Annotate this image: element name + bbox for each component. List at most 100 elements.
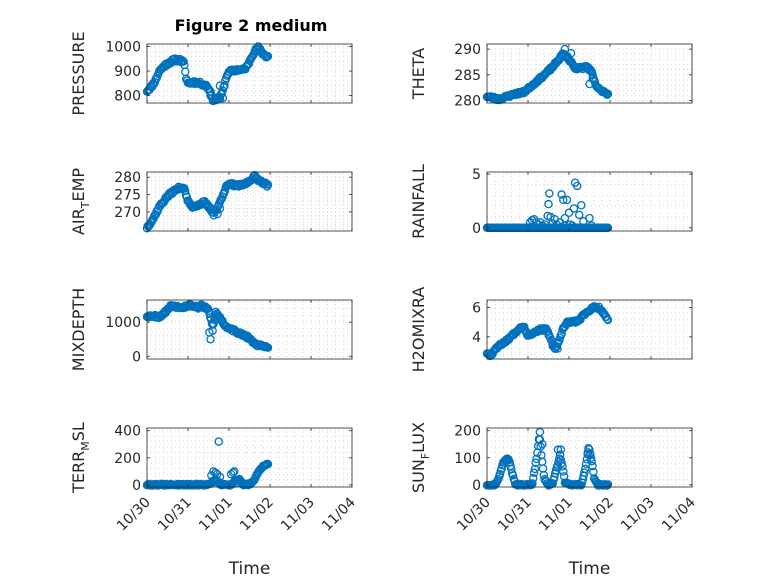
data-point xyxy=(575,210,584,220)
data-point xyxy=(602,314,612,324)
y-axis-label: H2OMIXRA xyxy=(409,287,428,373)
y-tick-label: 5 xyxy=(472,167,481,183)
data-point xyxy=(232,478,241,488)
data-point xyxy=(545,189,554,198)
data-point xyxy=(215,204,225,213)
data-point xyxy=(218,93,228,103)
data-point xyxy=(228,468,238,478)
data-point xyxy=(589,467,598,477)
y-axis-label: PRESSURE xyxy=(69,31,88,115)
axes-box xyxy=(486,299,693,360)
data-point xyxy=(568,221,577,230)
series-markers xyxy=(482,302,613,361)
x-tick-label: 11/03 xyxy=(618,495,658,535)
x-tick-label: 11/04 xyxy=(319,494,359,534)
data-point xyxy=(263,459,273,469)
x-tick-label: 10/30 xyxy=(454,495,494,535)
data-point xyxy=(535,427,545,437)
data-point xyxy=(508,471,518,480)
data-point xyxy=(559,467,568,476)
y-axis-label: SUNFLUX xyxy=(409,422,432,493)
data-point xyxy=(230,467,239,476)
series-markers xyxy=(142,42,273,106)
data-point xyxy=(555,450,565,459)
data-point xyxy=(537,451,546,460)
data-point xyxy=(558,462,567,471)
data-point xyxy=(553,344,562,353)
x-tick-label: 11/04 xyxy=(659,494,699,534)
data-point xyxy=(263,180,273,189)
data-point xyxy=(193,304,203,313)
data-point xyxy=(530,464,540,474)
data-point xyxy=(588,461,597,471)
y-tick-label: 275 xyxy=(114,188,141,204)
data-point xyxy=(263,343,273,352)
axes-box xyxy=(486,43,693,104)
data-point xyxy=(557,190,566,199)
data-point xyxy=(507,464,516,474)
data-point xyxy=(564,208,574,218)
data-point xyxy=(569,204,579,213)
data-point xyxy=(603,480,613,489)
y-tick-label: 0 xyxy=(132,349,141,365)
data-point xyxy=(603,315,613,325)
y-tick-label: 900 xyxy=(114,64,141,80)
y-tick-label: 4 xyxy=(472,330,481,346)
axes-box xyxy=(146,171,353,232)
data-point xyxy=(529,474,538,483)
data-point xyxy=(495,469,505,479)
panel-mixdepth: 0 1000 MIXDEPTH xyxy=(69,288,353,371)
data-point xyxy=(588,70,597,79)
series-markers xyxy=(482,427,613,490)
x-tick-label: 10/30 xyxy=(114,495,154,535)
data-point xyxy=(586,450,595,460)
series-markers xyxy=(142,437,273,490)
x-tick-label: 11/03 xyxy=(278,495,318,535)
data-point xyxy=(562,195,572,205)
data-point xyxy=(243,331,252,341)
x-axis-label: Time xyxy=(568,559,611,579)
y-tick-label: 1000 xyxy=(105,39,141,55)
y-tick-label: 1000 xyxy=(105,315,141,331)
data-point xyxy=(580,464,590,474)
data-point xyxy=(538,439,547,449)
y-tick-label: 280 xyxy=(114,170,141,186)
axes-box xyxy=(486,171,693,232)
data-point xyxy=(215,81,225,91)
x-tick-label: 11/01 xyxy=(196,495,236,535)
data-point xyxy=(602,90,612,100)
y-tick-label: 0 xyxy=(472,221,481,237)
data-point xyxy=(215,94,225,103)
data-point xyxy=(583,448,593,457)
data-point xyxy=(560,44,570,54)
y-tick-label: 0 xyxy=(132,478,141,494)
x-tick-label: 11/02 xyxy=(237,495,277,535)
y-tick-label: 285 xyxy=(454,68,481,84)
y-tick-label: 400 xyxy=(114,424,141,440)
axes-box xyxy=(146,299,353,360)
x-tick-label: 11/01 xyxy=(536,495,576,535)
y-axis-label: AIRTEMP xyxy=(69,168,92,235)
data-point xyxy=(603,89,613,99)
data-point xyxy=(566,48,576,58)
data-point xyxy=(179,57,188,66)
panel-h2omixra: 4 6 H2OMIXRA xyxy=(409,287,693,373)
x-tick-label: 11/02 xyxy=(577,495,617,535)
data-point xyxy=(587,456,596,466)
data-point xyxy=(212,469,222,479)
data-point xyxy=(536,442,545,451)
data-point xyxy=(556,445,566,454)
series-markers xyxy=(482,44,613,105)
y-tick-label: 200 xyxy=(114,451,141,467)
data-point xyxy=(220,81,229,91)
data-point xyxy=(529,468,539,478)
data-point xyxy=(602,481,612,490)
x-axis-label: Time xyxy=(228,559,271,579)
data-point xyxy=(554,454,564,463)
y-tick-label: 200 xyxy=(454,424,481,440)
data-point xyxy=(215,472,225,482)
data-point xyxy=(560,213,570,223)
data-point xyxy=(557,458,566,468)
